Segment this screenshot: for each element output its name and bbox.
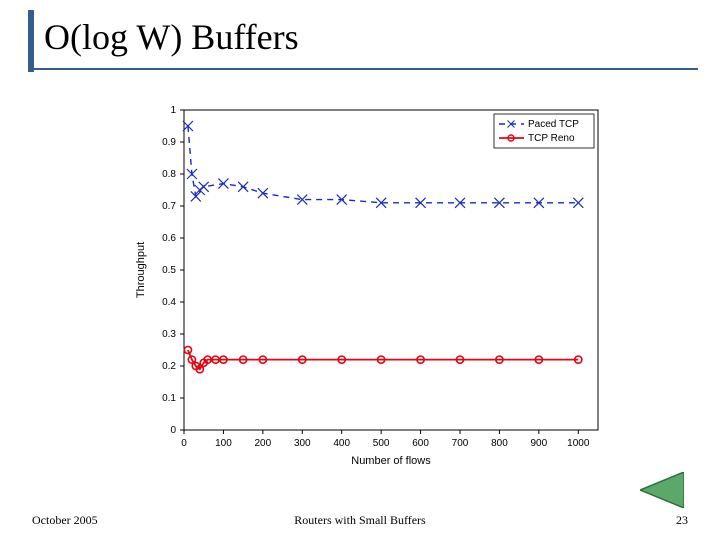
svg-text:TCP Reno: TCP Reno	[528, 133, 575, 144]
svg-text:0.8: 0.8	[162, 169, 176, 180]
slide: O(log W) Buffers 0 100 200 300 400 500 600 700 8…	[0, 0, 720, 540]
title-accent-bar	[28, 10, 34, 72]
svg-text:200: 200	[255, 438, 272, 449]
title-underline	[28, 68, 698, 70]
svg-text:0.5: 0.5	[162, 265, 176, 276]
title-block: O(log W) Buffers	[28, 10, 698, 72]
svg-text:0.7: 0.7	[162, 201, 176, 212]
throughput-chart: 0 100 200 300 400 500 600 700 800 900 1000 0 0.1 0.2 0…	[130, 100, 610, 470]
svg-text:0.3: 0.3	[162, 329, 176, 340]
svg-text:600: 600	[412, 438, 429, 449]
svg-text:Paced TCP: Paced TCP	[528, 119, 579, 130]
svg-text:300: 300	[294, 438, 311, 449]
svg-text:0: 0	[170, 425, 176, 436]
page-title: O(log W) Buffers	[44, 16, 299, 58]
svg-text:700: 700	[452, 438, 469, 449]
svg-text:Number of flows: Number of flows	[351, 455, 431, 467]
svg-text:0.6: 0.6	[162, 233, 176, 244]
footer-title: Routers with Small Buffers	[0, 513, 720, 528]
svg-text:100: 100	[215, 438, 232, 449]
svg-text:0.1: 0.1	[162, 393, 176, 404]
footer-pagenum: 23	[676, 513, 688, 528]
svg-text:0.9: 0.9	[162, 137, 176, 148]
svg-text:1: 1	[170, 105, 176, 116]
svg-text:0.4: 0.4	[162, 297, 176, 308]
svg-text:800: 800	[491, 438, 508, 449]
svg-text:500: 500	[373, 438, 390, 449]
svg-text:0: 0	[181, 438, 187, 449]
svg-text:1000: 1000	[567, 438, 590, 449]
nav-back-icon[interactable]	[640, 472, 684, 508]
svg-text:0.2: 0.2	[162, 361, 176, 372]
svg-text:Throughput: Throughput	[135, 242, 147, 298]
svg-text:900: 900	[531, 438, 548, 449]
svg-text:400: 400	[333, 438, 350, 449]
